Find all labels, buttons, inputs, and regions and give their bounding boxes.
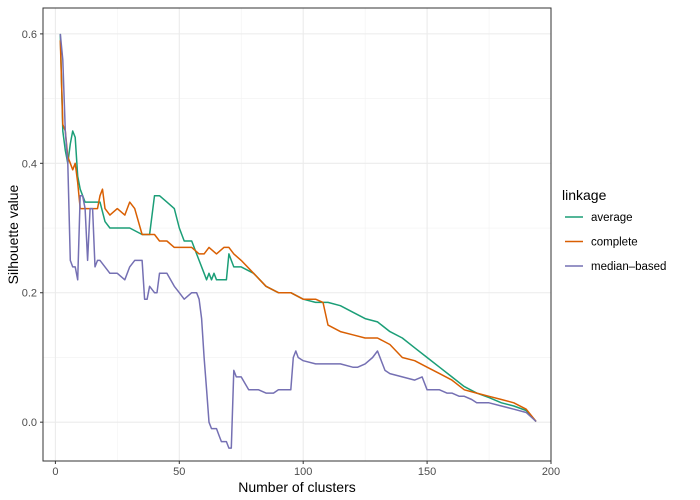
plot-panel <box>43 8 552 461</box>
y-tick-label: 0.6 <box>22 29 37 41</box>
legend-label: median–based <box>591 261 666 273</box>
plot-border <box>42 7 552 462</box>
x-tick-label: 50 <box>173 466 185 478</box>
y-axis: 0.0 0.2 0.4 0.6 <box>22 29 43 429</box>
x-tick-label: 150 <box>418 466 436 478</box>
x-axis: 0 50 100 150 200 <box>52 461 560 478</box>
y-tick-label: 0.2 <box>22 288 37 300</box>
legend-title: linkage <box>562 187 607 203</box>
plot-background <box>43 8 551 461</box>
series-line-median-based <box>59 33 537 449</box>
legend-label: average <box>591 212 633 224</box>
y-tick-label: 0.4 <box>22 158 37 170</box>
x-axis-title: Number of clusters <box>238 479 355 495</box>
y-axis-title: Silhouette value <box>5 184 21 284</box>
x-tick-label: 200 <box>542 466 560 478</box>
legend: linkage average complete median–based <box>562 187 666 273</box>
y-tick-label: 0.0 <box>22 417 37 429</box>
series-lines <box>59 33 537 449</box>
series-line-complete <box>59 40 537 422</box>
x-tick-label: 100 <box>294 466 312 478</box>
legend-label: complete <box>591 237 638 249</box>
series-line-average <box>59 33 537 423</box>
x-tick-label: 0 <box>52 466 58 478</box>
